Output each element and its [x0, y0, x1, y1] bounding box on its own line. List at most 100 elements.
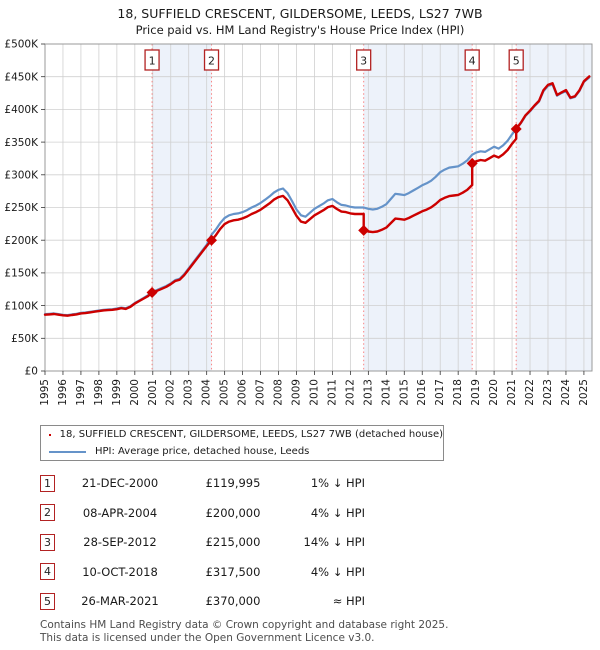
- y-tick-label: £200K: [4, 235, 39, 247]
- y-tick-label: £100K: [4, 300, 39, 312]
- sale-date: 08-APR-2004: [82, 505, 158, 520]
- sale-flag-box: [144, 49, 160, 71]
- x-tick-label: 2012: [344, 379, 356, 406]
- y-tick-label: £50K: [11, 333, 39, 345]
- x-tick-label: 2006: [237, 379, 249, 406]
- y-tick-label: £300K: [4, 170, 39, 182]
- sale-flag-number: 1: [149, 55, 156, 68]
- sale-vs-hpi: ≈ HPI: [332, 594, 365, 608]
- sale-flag-box: [356, 49, 372, 71]
- x-tick-label: 2018: [452, 379, 464, 406]
- sale-flag-number: 3: [360, 55, 367, 68]
- property-price-line: [43, 75, 591, 317]
- x-tick-label: 2020: [488, 379, 500, 406]
- sale-flag-number: 2: [208, 55, 215, 68]
- sale-price: £317,500: [205, 564, 261, 579]
- x-tick-label: 2008: [273, 379, 285, 406]
- y-tick-label: £250K: [4, 202, 39, 214]
- legend-label: 18, SUFFIELD CRESCENT, GILDERSOME, LEEDS…: [59, 429, 443, 440]
- sale-flag-box: [464, 49, 480, 71]
- sale-flag-4: 4: [40, 563, 55, 580]
- sales-table: 1 21-DEC-2000 £119,995 1% ↓ HPI 2 08-APR…: [40, 474, 380, 622]
- sale-vs-hpi: 4% ↓ HPI: [310, 564, 365, 579]
- x-tick-label: 1999: [111, 379, 123, 406]
- table-row: 1 21-DEC-2000 £119,995 1% ↓ HPI: [40, 474, 380, 492]
- sale-flag-5: 5: [40, 592, 55, 610]
- sale-date: 10-OCT-2018: [82, 564, 158, 579]
- x-tick-label: 2025: [578, 379, 590, 406]
- sale-vs-hpi: 4% ↓ HPI: [310, 505, 365, 520]
- sale-flag-box: [508, 49, 524, 71]
- x-tick-label: 2005: [219, 379, 231, 406]
- sale-flag-number: 4: [469, 55, 476, 68]
- license-footer: Contains HM Land Registry data © Crown c…: [40, 619, 448, 645]
- hpi-line-sample: [49, 450, 86, 453]
- legend-entry-property: 18, SUFFIELD CRESCENT, GILDERSOME, LEEDS…: [49, 428, 443, 442]
- x-tick-label: 2001: [147, 379, 159, 406]
- x-tick-label: 2014: [380, 379, 392, 406]
- table-row: 4 10-OCT-2018 £317,500 4% ↓ HPI: [40, 563, 380, 581]
- y-tick-label: £150K: [4, 268, 39, 280]
- sale-markers: [146, 123, 522, 299]
- legend-label: HPI: Average price, detached house, Leed…: [95, 446, 310, 457]
- axis-labels: £0 £50K £100K £150K £200K £250K £300K £350K £400…: [4, 39, 590, 406]
- sale-flag-1: 1: [40, 474, 55, 492]
- x-tick-label: 2015: [398, 379, 410, 406]
- x-tick-label: 2003: [183, 379, 195, 406]
- x-tick-label: 1996: [57, 379, 69, 406]
- sale-price: £119,995: [205, 476, 261, 490]
- x-tick-label: 2021: [506, 379, 518, 406]
- hpi-line: [43, 76, 591, 317]
- x-tick-label: 2004: [201, 379, 213, 406]
- x-tick-label: 2016: [416, 379, 428, 406]
- sale-price: £200,000: [205, 505, 261, 520]
- x-tick-label: 2013: [362, 379, 374, 406]
- x-tick-label: 2007: [255, 379, 267, 406]
- price-history-chart: 1 2 3 4 5 £0 £50K £100K £150K £200K £250K £300K £350…: [4, 39, 593, 406]
- x-tick-label: 2019: [470, 379, 482, 406]
- page-subtitle: Price paid vs. HM Land Registry's House …: [135, 23, 465, 37]
- sale-date: 28-SEP-2012: [83, 535, 157, 549]
- sale-vs-hpi: 14% ↓ HPI: [303, 535, 365, 549]
- x-tick-label: 1995: [39, 379, 51, 406]
- sale-flag-number: 5: [513, 55, 520, 68]
- x-tick-label: 2024: [560, 379, 572, 406]
- sale-price: £215,000: [205, 535, 261, 549]
- y-tick-label: £400K: [4, 104, 39, 116]
- sale-date: 26-MAR-2021: [81, 594, 159, 608]
- x-tick-label: 2011: [326, 379, 338, 406]
- sale-marker-diamond: [510, 123, 522, 135]
- y-tick-label: £0: [25, 366, 38, 378]
- sale-marker-diamond: [206, 234, 218, 246]
- page-title: 18, SUFFIELD CRESCENT, GILDERSOME, LEEDS…: [117, 6, 483, 21]
- y-tick-label: £500K: [4, 39, 39, 51]
- legend-entry-hpi: HPI: Average price, detached house, Leed…: [49, 445, 443, 459]
- sale-flags: 1 2 3 4 5: [144, 49, 524, 71]
- x-tick-label: 1998: [93, 379, 105, 406]
- sale-marker-diamond: [146, 287, 158, 299]
- x-tick-label: 2017: [434, 379, 446, 406]
- table-row: 2 08-APR-2004 £200,000 4% ↓ HPI: [40, 504, 380, 522]
- footer-line-1: Contains HM Land Registry data © Crown c…: [40, 619, 449, 631]
- sale-flag-2: 2: [40, 504, 55, 521]
- table-row: 3 28-SEP-2012 £215,000 14% ↓ HPI: [40, 533, 380, 551]
- sale-price: £370,000: [205, 594, 261, 608]
- sale-vs-hpi: 1% ↓ HPI: [310, 476, 365, 490]
- sale-flag-box: [203, 49, 220, 71]
- sale-marker-diamond: [358, 224, 370, 236]
- sale-marker-diamond: [466, 157, 478, 169]
- x-tick-label: 2023: [542, 379, 554, 406]
- chart-legend: 18, SUFFIELD CRESCENT, GILDERSOME, LEEDS…: [40, 425, 444, 461]
- property-line-sample: [49, 433, 51, 436]
- x-tick-label: 2002: [165, 379, 177, 406]
- y-tick-label: £450K: [4, 71, 39, 83]
- x-tick-label: 2009: [290, 379, 302, 406]
- sale-date: 21-DEC-2000: [81, 476, 159, 490]
- x-tick-label: 2010: [308, 379, 320, 406]
- footer-line-2: This data is licensed under the Open Gov…: [40, 632, 375, 644]
- sale-date-lines: [151, 44, 517, 371]
- x-tick-label: 1997: [75, 379, 87, 406]
- y-tick-label: £350K: [4, 137, 39, 149]
- sale-flag-3: 3: [40, 533, 55, 551]
